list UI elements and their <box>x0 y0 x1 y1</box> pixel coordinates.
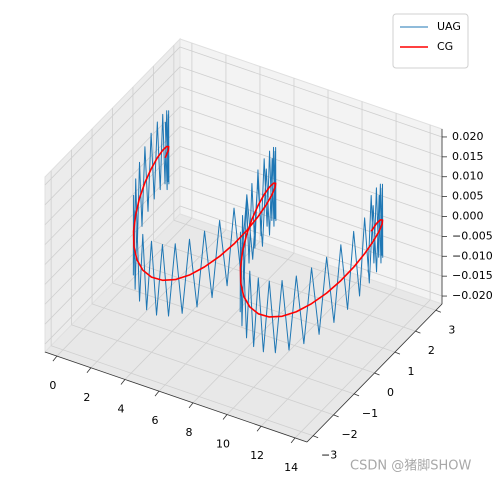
grid-line <box>44 126 181 265</box>
x-tick-label: 2 <box>83 391 90 404</box>
x-tick-label: 8 <box>186 426 193 439</box>
tick-mark <box>120 379 126 385</box>
x-axis-line <box>44 351 308 443</box>
x-tick-label: 6 <box>151 414 158 427</box>
y-tick-label: −1 <box>362 407 378 420</box>
tick-mark <box>353 393 360 397</box>
z-tick-label: 0.020 <box>452 130 484 143</box>
grid-line <box>173 219 436 311</box>
grid-line <box>179 146 443 237</box>
tick-mark <box>154 390 160 397</box>
z-tick-label: 0.000 <box>452 210 484 223</box>
tick-mark <box>290 437 296 444</box>
tick-mark <box>435 309 442 313</box>
x-tick-label: 14 <box>284 461 298 474</box>
grid-line <box>179 106 443 197</box>
grid-line <box>51 345 314 437</box>
grid-line <box>112 282 375 374</box>
legend-label: CG <box>437 40 453 53</box>
grid-line <box>44 86 181 226</box>
tick-mark <box>86 367 92 374</box>
series-line <box>132 145 384 318</box>
tick-mark <box>374 372 380 376</box>
y-tick-label: −3 <box>321 449 337 462</box>
y-tick-label: 0 <box>387 386 394 399</box>
tick-mark <box>52 355 58 362</box>
z-tick-label: 0.010 <box>452 170 484 183</box>
y-axis-line <box>306 303 443 443</box>
tick-mark <box>312 435 319 439</box>
grid-line <box>71 324 334 416</box>
y-tick-label: −2 <box>341 428 357 441</box>
grid-line <box>179 165 443 257</box>
z-tick-label: 0.015 <box>452 150 484 163</box>
y-tick-label: 1 <box>407 365 414 378</box>
grid-line <box>179 66 443 158</box>
tick-mark <box>188 402 194 409</box>
grid-line <box>179 46 443 138</box>
grid-line <box>132 261 396 353</box>
tick-mark <box>256 425 262 432</box>
grid-line <box>44 146 181 285</box>
z-tick-label: 0.005 <box>452 190 484 203</box>
y-tick-label: 3 <box>448 323 455 336</box>
z-tick-label: −0.005 <box>452 229 493 242</box>
x-tick-label: 12 <box>250 449 264 462</box>
watermark: CSDN @猪脚SHOW <box>350 458 471 474</box>
grid-line <box>44 66 181 206</box>
grid-line <box>153 240 416 332</box>
z-tick-label: −0.010 <box>452 249 493 262</box>
grid-line <box>44 46 181 186</box>
grid-line <box>179 205 443 297</box>
tick-mark <box>394 351 401 355</box>
x-tick-label: 0 <box>49 379 56 392</box>
grid-line <box>91 303 355 395</box>
x-tick-label: 4 <box>117 402 124 415</box>
tick-mark <box>222 414 228 420</box>
grid-line <box>44 185 181 325</box>
y-tick-label: 2 <box>428 344 435 357</box>
grid-line <box>44 205 181 345</box>
z-tick-label: −0.015 <box>452 269 493 282</box>
grid-line <box>44 165 181 305</box>
tick-mark <box>333 414 339 418</box>
tick-mark <box>415 330 421 334</box>
grid-line <box>179 86 443 178</box>
legend-label: UAG <box>437 20 461 33</box>
x-tick-label: 10 <box>216 438 230 451</box>
grid-line <box>179 126 443 217</box>
grid-line <box>179 185 443 277</box>
z-tick-label: −0.020 <box>452 289 493 302</box>
